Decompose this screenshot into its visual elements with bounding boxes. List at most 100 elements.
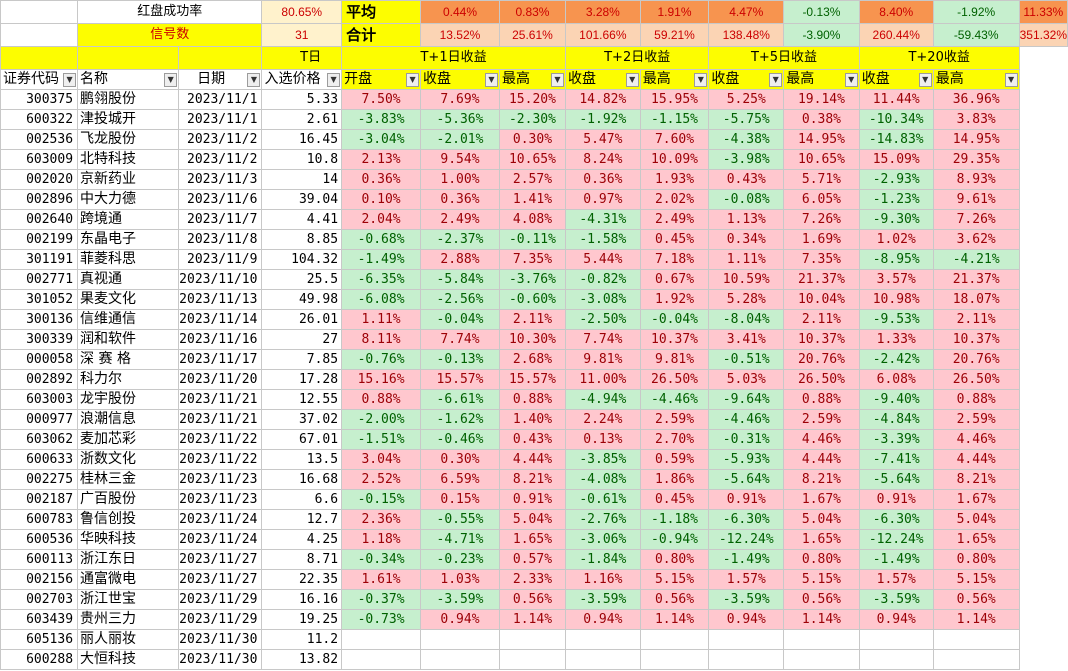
return-cell[interactable]: 9.81%	[565, 349, 641, 370]
return-cell[interactable]: 1.14%	[783, 609, 860, 630]
return-cell[interactable]: 29.35%	[932, 149, 1020, 170]
code-cell[interactable]: 000977	[0, 409, 79, 430]
return-cell[interactable]: 1.65%	[783, 529, 860, 550]
return-cell[interactable]: 6.05%	[783, 189, 860, 210]
return-cell[interactable]: -0.73%	[341, 609, 422, 630]
name-cell[interactable]: 润和软件	[77, 329, 180, 350]
return-cell[interactable]: 20.76%	[783, 349, 860, 370]
code-cell[interactable]: 301052	[0, 289, 79, 310]
return-cell[interactable]: -0.37%	[341, 589, 422, 610]
return-cell[interactable]: 10.37%	[783, 329, 860, 350]
return-cell[interactable]: -3.85%	[565, 449, 641, 470]
avg-value[interactable]: 4.47%	[708, 0, 785, 24]
code-cell[interactable]: 600322	[0, 109, 79, 130]
column-header[interactable]: 收盘 ▼	[420, 69, 500, 90]
return-cell[interactable]: -1.84%	[565, 549, 641, 570]
success-rate-value[interactable]: 80.65%	[261, 0, 343, 24]
return-cell[interactable]: -5.93%	[708, 449, 785, 470]
code-cell[interactable]: 002156	[0, 569, 79, 590]
return-cell[interactable]: 1.03%	[420, 569, 500, 590]
return-cell[interactable]: -9.40%	[858, 389, 934, 410]
return-cell[interactable]: 0.91%	[858, 489, 934, 510]
return-cell[interactable]: 3.41%	[708, 329, 785, 350]
return-cell[interactable]: -5.64%	[858, 469, 934, 490]
return-cell[interactable]: 36.96%	[932, 89, 1020, 110]
return-cell[interactable]: 0.45%	[639, 229, 710, 250]
column-header[interactable]: 最高 ▼	[498, 69, 567, 90]
return-cell[interactable]: -0.15%	[341, 489, 422, 510]
return-cell[interactable]: -9.30%	[858, 209, 934, 230]
return-cell[interactable]: 1.13%	[708, 209, 785, 230]
return-cell[interactable]: 7.74%	[420, 329, 500, 350]
return-cell[interactable]: -6.08%	[341, 289, 422, 310]
return-cell[interactable]: 1.86%	[639, 469, 710, 490]
date-cell[interactable]: 2023/11/22	[178, 429, 263, 450]
return-cell[interactable]: -7.41%	[858, 449, 934, 470]
date-cell[interactable]: 2023/11/16	[178, 329, 263, 350]
return-cell[interactable]: 1.14%	[639, 609, 710, 630]
return-cell[interactable]: 5.04%	[932, 509, 1020, 530]
return-cell[interactable]: 1.92%	[639, 289, 710, 310]
date-cell[interactable]: 2023/11/8	[178, 229, 263, 250]
name-cell[interactable]: 真视通	[77, 269, 180, 290]
code-cell[interactable]: 002020	[0, 169, 79, 190]
return-cell[interactable]: -0.94%	[639, 529, 710, 550]
return-cell[interactable]: 0.67%	[639, 269, 710, 290]
return-cell[interactable]: 0.36%	[565, 169, 641, 190]
return-cell[interactable]: -1.58%	[565, 229, 641, 250]
return-cell[interactable]: -0.61%	[565, 489, 641, 510]
return-cell[interactable]: 26.50%	[932, 369, 1020, 390]
date-cell[interactable]: 2023/11/30	[178, 629, 263, 650]
date-cell[interactable]: 2023/11/30	[178, 649, 263, 670]
price-cell[interactable]: 16.68	[261, 469, 343, 490]
return-cell[interactable]: 20.76%	[932, 349, 1020, 370]
name-cell[interactable]: 科力尔	[77, 369, 180, 390]
column-header[interactable]: 最高 ▼	[932, 69, 1020, 90]
date-cell[interactable]: 2023/11/27	[178, 569, 263, 590]
return-cell[interactable]: 10.37%	[932, 329, 1020, 350]
return-cell[interactable]: -0.13%	[420, 349, 500, 370]
return-cell[interactable]: 10.98%	[858, 289, 934, 310]
return-cell[interactable]: 4.46%	[783, 429, 860, 450]
name-cell[interactable]: 桂林三金	[77, 469, 180, 490]
code-cell[interactable]: 002892	[0, 369, 79, 390]
name-cell[interactable]: 深 赛 格	[77, 349, 180, 370]
return-cell[interactable]	[708, 629, 785, 650]
return-cell[interactable]: 15.57%	[420, 369, 500, 390]
price-cell[interactable]: 17.28	[261, 369, 343, 390]
code-cell[interactable]: 603062	[0, 429, 79, 450]
return-cell[interactable]: -3.59%	[858, 589, 934, 610]
date-cell[interactable]: 2023/11/6	[178, 189, 263, 210]
return-cell[interactable]: 7.50%	[341, 89, 422, 110]
dropdown-arrow-icon[interactable]: ▼	[918, 73, 932, 87]
return-cell[interactable]: -1.49%	[341, 249, 422, 270]
date-cell[interactable]: 2023/11/1	[178, 109, 263, 130]
return-cell[interactable]: 10.30%	[498, 329, 567, 350]
name-cell[interactable]: 飞龙股份	[77, 129, 180, 150]
return-cell[interactable]: -1.18%	[639, 509, 710, 530]
total-value[interactable]: 25.61%	[498, 23, 567, 47]
return-cell[interactable]: 3.04%	[341, 449, 422, 470]
return-cell[interactable]: 4.44%	[932, 449, 1020, 470]
return-cell[interactable]: 1.57%	[708, 569, 785, 590]
total-value[interactable]: 260.44%	[858, 23, 934, 47]
price-cell[interactable]: 19.25	[261, 609, 343, 630]
return-cell[interactable]: -4.08%	[565, 469, 641, 490]
date-cell[interactable]: 2023/11/27	[178, 549, 263, 570]
return-cell[interactable]: 2.02%	[639, 189, 710, 210]
price-cell[interactable]: 16.16	[261, 589, 343, 610]
return-cell[interactable]: 0.91%	[708, 489, 785, 510]
return-cell[interactable]	[341, 649, 422, 670]
code-cell[interactable]: 002187	[0, 489, 79, 510]
return-cell[interactable]: 0.34%	[708, 229, 785, 250]
code-cell[interactable]: 301191	[0, 249, 79, 270]
return-cell[interactable]: 3.62%	[932, 229, 1020, 250]
return-cell[interactable]: 0.56%	[783, 589, 860, 610]
return-cell[interactable]: 2.70%	[639, 429, 710, 450]
price-cell[interactable]: 67.01	[261, 429, 343, 450]
return-cell[interactable]: 4.44%	[498, 449, 567, 470]
return-cell[interactable]: 0.94%	[420, 609, 500, 630]
date-cell[interactable]: 2023/11/17	[178, 349, 263, 370]
dropdown-arrow-icon[interactable]: ▼	[769, 73, 783, 87]
return-cell[interactable]: 2.36%	[341, 509, 422, 530]
